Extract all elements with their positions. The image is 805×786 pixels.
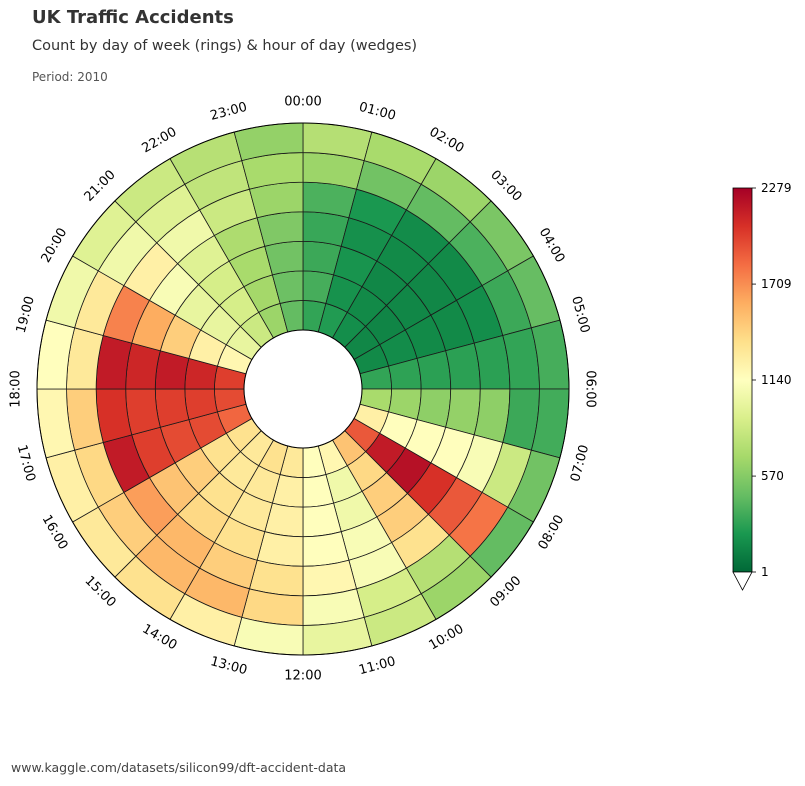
hour-label: 10:00 <box>427 622 467 654</box>
hour-label: 01:00 <box>357 100 397 124</box>
hour-label: 12:00 <box>284 669 321 684</box>
hour-label: 04:00 <box>536 226 568 266</box>
hour-label: 17:00 <box>14 443 38 483</box>
hour-label: 20:00 <box>39 226 71 266</box>
hour-label: 21:00 <box>82 168 119 205</box>
heatmap-cell <box>302 211 350 247</box>
hour-label: 14:00 <box>140 622 180 654</box>
colorbar-tick-label: 570 <box>761 469 784 483</box>
hour-label: 23:00 <box>209 100 249 124</box>
hour-label: 16:00 <box>39 513 71 553</box>
hour-label: 18:00 <box>9 370 24 407</box>
hour-label: 03:00 <box>487 168 524 205</box>
hour-label: 00:00 <box>284 95 321 110</box>
heatmap-cell <box>125 342 161 390</box>
hour-label: 08:00 <box>536 513 568 553</box>
hour-label: 09:00 <box>487 573 524 610</box>
heatmap-cell <box>256 211 304 247</box>
hour-label: 02:00 <box>427 125 467 157</box>
hour-label: 06:00 <box>583 370 598 407</box>
heatmap-cells <box>36 122 570 656</box>
heatmap-cell <box>445 342 481 390</box>
hour-label: 05:00 <box>568 295 592 335</box>
heatmap-cell <box>302 531 350 567</box>
chart-subtitle: Count by day of week (rings) & hour of d… <box>32 38 418 54</box>
hour-label: 22:00 <box>140 125 180 157</box>
colorbar-tick-label: 1709 <box>761 277 792 291</box>
colorbar: 1 570 1140 1709 2279 <box>732 181 792 591</box>
hour-label: 07:00 <box>568 443 592 483</box>
colorbar-extend-min <box>732 571 753 591</box>
colorbar-tick-label: 2279 <box>761 181 792 195</box>
chart-title: UK Traffic Accidents <box>32 7 234 28</box>
hour-label: 19:00 <box>14 295 38 335</box>
hour-label: 11:00 <box>357 654 397 678</box>
chart-period: Period: 2010 <box>32 70 108 84</box>
colorbar-gradient <box>732 187 753 573</box>
hour-label: 15:00 <box>82 573 119 610</box>
data-source: www.kaggle.com/datasets/silicon99/dft-ac… <box>11 760 347 775</box>
colorbar-tick-label: 1140 <box>761 373 792 387</box>
outer-ring <box>36 122 570 656</box>
colorbar-tick-label: 1 <box>761 565 769 579</box>
heatmap-cell <box>256 531 304 567</box>
heatmap-cell <box>445 388 481 436</box>
heatmap-cell <box>125 388 161 436</box>
hour-label: 13:00 <box>209 654 249 678</box>
inner-hole <box>243 329 363 449</box>
